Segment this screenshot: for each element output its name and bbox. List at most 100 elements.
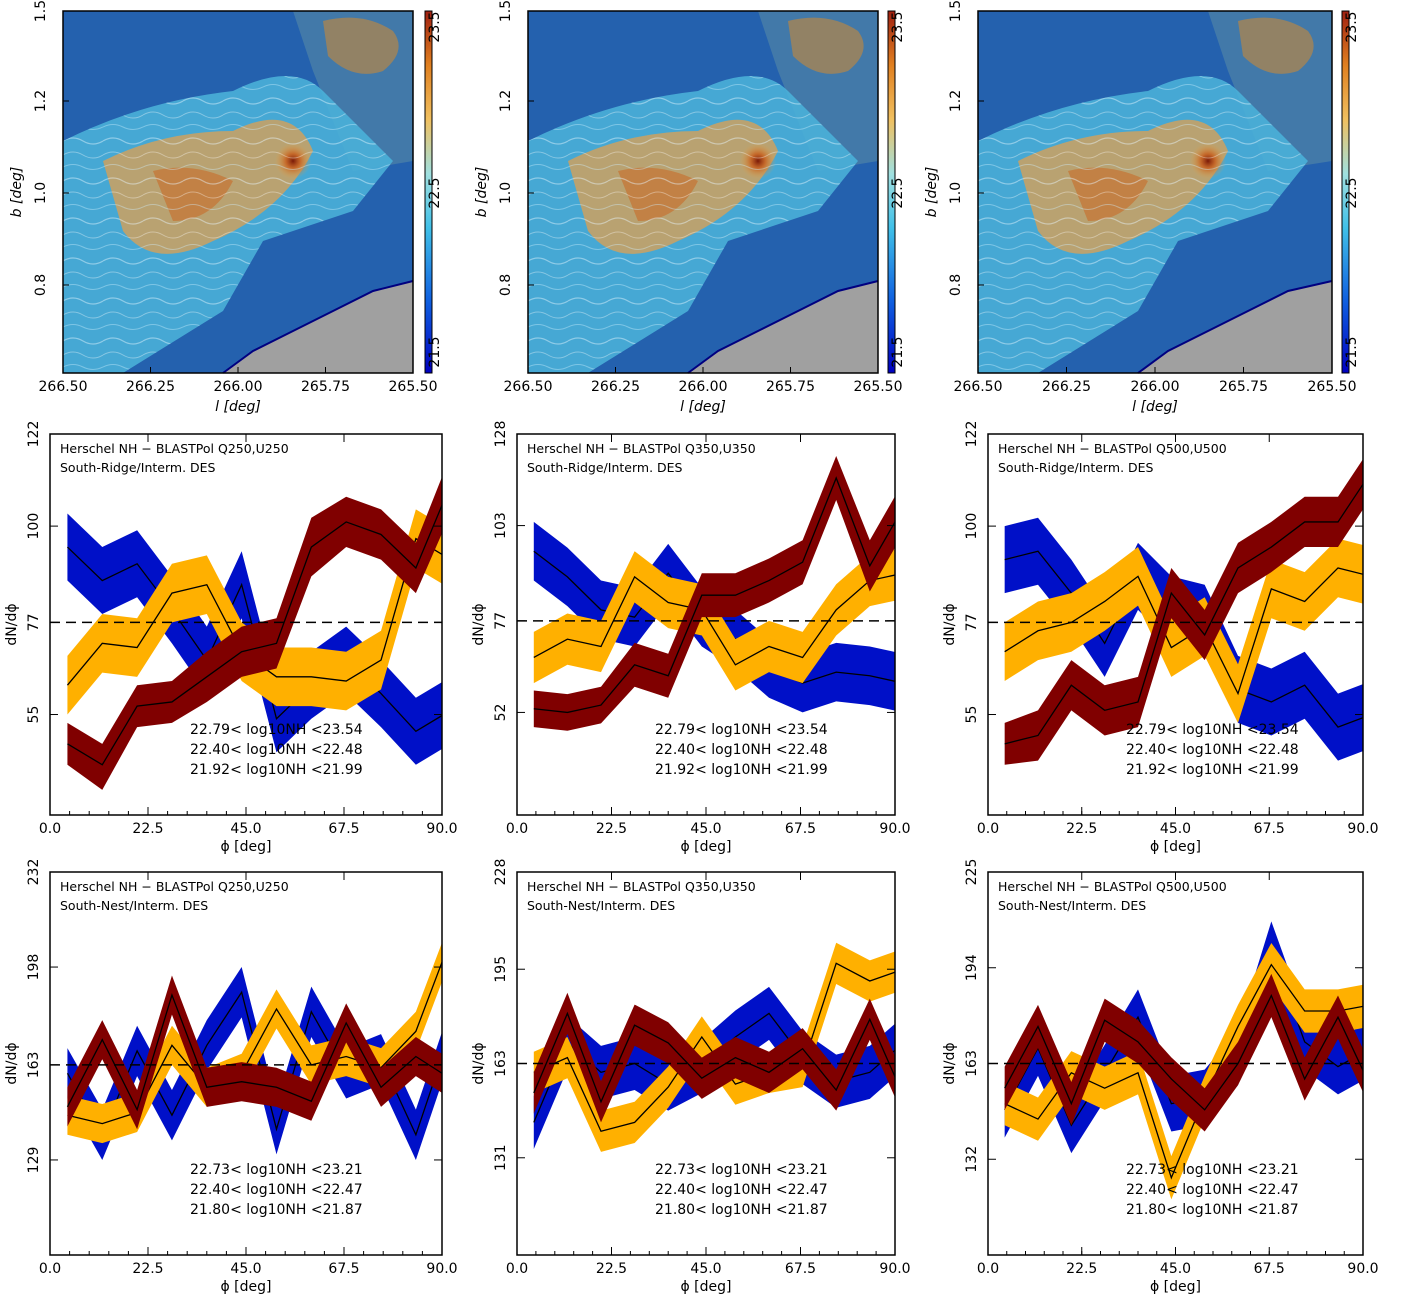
map-axes: 266.50 266.25 266.00 265.75 265.50 l [deg] 0.8…: [9, 0, 443, 415]
legend-entry: 21.80< log10NH <21.87: [655, 1202, 828, 1218]
colorbar: [887, 10, 896, 374]
panel-subtitle: South-Nest/Interm. DES: [998, 898, 1146, 913]
legend-entry: 22.73< log10NH <23.21: [655, 1162, 828, 1178]
error-band: [533, 455, 895, 731]
x-axis-label: ϕ [deg]: [221, 839, 272, 855]
x-tick-label: 45.0: [690, 1261, 721, 1277]
histogram-panel: 0.0 22.5 45.0 67.5 90.0 ϕ [deg] 55 77 100 122 dN/d…: [4, 421, 458, 855]
y-axis-label: dN/dϕ: [942, 1042, 958, 1084]
charts: 0.0 22.5 45.0 67.5 90.0 ϕ [deg] 55 77 100 122 dN/d…: [4, 421, 1379, 1295]
map-labels: 266.50 266.25 266.00 265.75 265.50 l [deg] 0.8…: [9, 0, 1360, 415]
legend-entry: 21.92< log10NH <21.99: [190, 762, 363, 778]
mean-line: [533, 1011, 895, 1104]
legend-entry: 22.40< log10NH <22.48: [655, 742, 828, 758]
y-tick-label: 55: [26, 706, 42, 724]
y-axis-label: b [deg]: [474, 167, 490, 218]
x-axis-label: ϕ [deg]: [681, 1279, 732, 1295]
x-tick-label: 265.75: [301, 379, 350, 395]
x-tick-label: 45.0: [230, 821, 261, 837]
panel-title: Herschel NH − BLASTPol Q250,U250: [60, 441, 289, 456]
x-axis-label: l [deg]: [680, 399, 726, 415]
x-tick-label: 22.5: [1066, 1261, 1097, 1277]
panel-subtitle: South-Ridge/Interm. DES: [527, 460, 683, 475]
x-tick-label: 22.5: [132, 1261, 163, 1277]
x-tick-label: 90.0: [1347, 1261, 1378, 1277]
histogram-panel: 0.0 22.5 45.0 67.5 90.0 ϕ [deg] 129 163 198 232 dN…: [4, 859, 458, 1295]
legend-entry: 22.40< log10NH <22.48: [1126, 742, 1299, 758]
x-tick-label: 67.5: [785, 1261, 816, 1277]
map-axes: 266.50 266.25 266.00 265.75 265.50 l [deg] 0.8…: [924, 0, 1360, 415]
y-tick-label: 103: [493, 512, 509, 539]
plot-area: [50, 476, 442, 790]
x-axis-label: ϕ [deg]: [1150, 839, 1201, 855]
x-tick-label: 0.0: [977, 1261, 999, 1277]
y-tick-label: 100: [964, 513, 980, 540]
y-tick-label: 122: [964, 421, 980, 448]
x-tick-label: 0.0: [506, 1261, 528, 1277]
error-band: [1004, 973, 1363, 1132]
colorbar: [1341, 10, 1350, 374]
y-tick-label: 77: [26, 613, 42, 631]
legend-entry: 21.80< log10NH <21.87: [1126, 1202, 1299, 1218]
panel-title: Herschel NH − BLASTPol Q350,U350: [527, 441, 756, 456]
y-tick-label: 0.8: [33, 274, 49, 296]
error-band: [67, 942, 442, 1144]
x-axis-label: ϕ [deg]: [681, 839, 732, 855]
x-tick-label: 22.5: [596, 1261, 627, 1277]
x-tick-label: 265.50: [1308, 379, 1357, 395]
y-axis-label: dN/dϕ: [4, 603, 20, 645]
x-tick-label: 265.75: [766, 379, 815, 395]
colorbar-tick-label: 23.5: [1344, 11, 1360, 42]
colorbar-tick-label: 22.5: [1344, 177, 1360, 208]
colorbar-tick-label: 22.5: [890, 177, 906, 208]
legend-entry: 21.80< log10NH <21.87: [190, 1202, 363, 1218]
x-tick-label: 67.5: [328, 821, 359, 837]
x-tick-label: 266.00: [1131, 379, 1180, 395]
y-tick-label: 198: [26, 954, 42, 981]
mean-line: [533, 476, 895, 714]
y-tick-label: 163: [26, 1052, 42, 1079]
error-band: [67, 975, 442, 1130]
mean-line: [533, 574, 895, 666]
x-axis-label: ϕ [deg]: [1150, 1279, 1201, 1295]
histogram-panel: 0.0 22.5 45.0 67.5 90.0 ϕ [deg] 55 77 100 122 dN/d…: [942, 421, 1379, 855]
plot-area: [988, 921, 1363, 1200]
panel-title: Herschel NH − BLASTPol Q350,U350: [527, 879, 756, 894]
map-axes: 266.50 266.25 266.00 265.75 265.50 l [deg] 0.8…: [474, 0, 906, 415]
error-band: [67, 509, 442, 715]
y-tick-label: 129: [26, 1147, 42, 1174]
y-tick-label: 77: [964, 613, 980, 631]
x-tick-label: 266.50: [504, 379, 553, 395]
y-axis-label: dN/dϕ: [4, 1042, 20, 1084]
legend-entry: 22.40< log10NH <22.48: [190, 742, 363, 758]
x-tick-label: 22.5: [132, 821, 163, 837]
y-tick-label: 1.5: [948, 0, 964, 22]
x-tick-label: 0.0: [506, 821, 528, 837]
x-axis-label: l [deg]: [1132, 399, 1178, 415]
y-tick-label: 1.2: [33, 90, 49, 112]
mean-line: [67, 503, 442, 766]
y-axis-label: b [deg]: [924, 167, 940, 218]
x-tick-label: 265.75: [1219, 379, 1268, 395]
plot-area: [517, 455, 895, 731]
y-tick-label: 128: [493, 421, 509, 448]
x-tick-label: 0.0: [39, 1261, 61, 1277]
legend-entry: 22.73< log10NH <23.21: [190, 1162, 363, 1178]
colorbar: [424, 10, 433, 374]
panel-title: Herschel NH − BLASTPol Q250,U250: [60, 879, 289, 894]
y-tick-label: 1.2: [948, 90, 964, 112]
legend-entry: 22.40< log10NH <22.47: [1126, 1182, 1299, 1198]
y-axis-label: dN/dϕ: [471, 603, 487, 645]
y-tick-label: 122: [26, 421, 42, 448]
y-tick-label: 77: [493, 612, 509, 630]
x-tick-label: 266.25: [126, 379, 175, 395]
map-panel: [977, 10, 1350, 374]
plot-area: [50, 942, 442, 1160]
error-band: [1004, 459, 1363, 765]
map-panel: [62, 10, 433, 374]
y-tick-label: 100: [26, 513, 42, 540]
y-axis-label: b [deg]: [9, 167, 25, 218]
colorbar-tick-label: 22.5: [427, 177, 443, 208]
x-tick-label: 90.0: [1347, 821, 1378, 837]
